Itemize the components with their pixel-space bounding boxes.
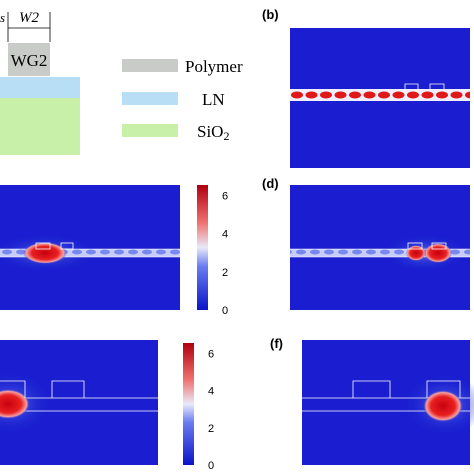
legend-label: SiO2 (197, 122, 229, 143)
colorbar-tick-label: 2 (208, 423, 214, 435)
colorbar-tick-label: 6 (208, 348, 214, 360)
ln-layer (0, 77, 80, 98)
colorbar-tick-label: 4 (208, 386, 214, 398)
sio2-layer (0, 98, 80, 155)
polymer-waveguide (8, 43, 50, 76)
field-plot (0, 185, 180, 310)
legend-swatch (122, 92, 178, 105)
colorbar-ticks: 0 2 4 6 (208, 348, 214, 472)
panel-label: (b) (262, 7, 279, 22)
field-plot (302, 340, 474, 465)
legend-swatch (122, 59, 178, 72)
colorbar-tick-label: 2 (222, 267, 228, 279)
dim-label: s (0, 10, 5, 25)
colorbar-tick-label: 0 (222, 305, 228, 317)
colorbar (183, 343, 194, 465)
colorbar-ticks: 0 2 4 6 (222, 191, 228, 317)
width-label: W2 (19, 10, 39, 26)
legend-label-main: SiO (197, 122, 223, 141)
legend-label: Polymer (185, 57, 243, 76)
legend-label-sub: 2 (223, 129, 229, 143)
schematic: s W2 WG2 (0, 10, 80, 155)
field-plot (0, 340, 158, 465)
legend-label: LN (202, 90, 225, 109)
field-plot (290, 28, 470, 168)
waveguide-label: WG2 (11, 51, 48, 70)
colorbar-tick-label: 6 (222, 191, 228, 203)
field-plot (290, 185, 470, 310)
panel-label: (d) (262, 176, 279, 191)
panel-label: (f) (270, 336, 283, 351)
colorbar (197, 185, 208, 310)
legend: Polymer LN SiO2 (122, 57, 243, 143)
legend-swatch (122, 124, 178, 137)
colorbar-tick-label: 4 (222, 229, 228, 241)
colorbar-tick-label: 0 (208, 460, 214, 472)
